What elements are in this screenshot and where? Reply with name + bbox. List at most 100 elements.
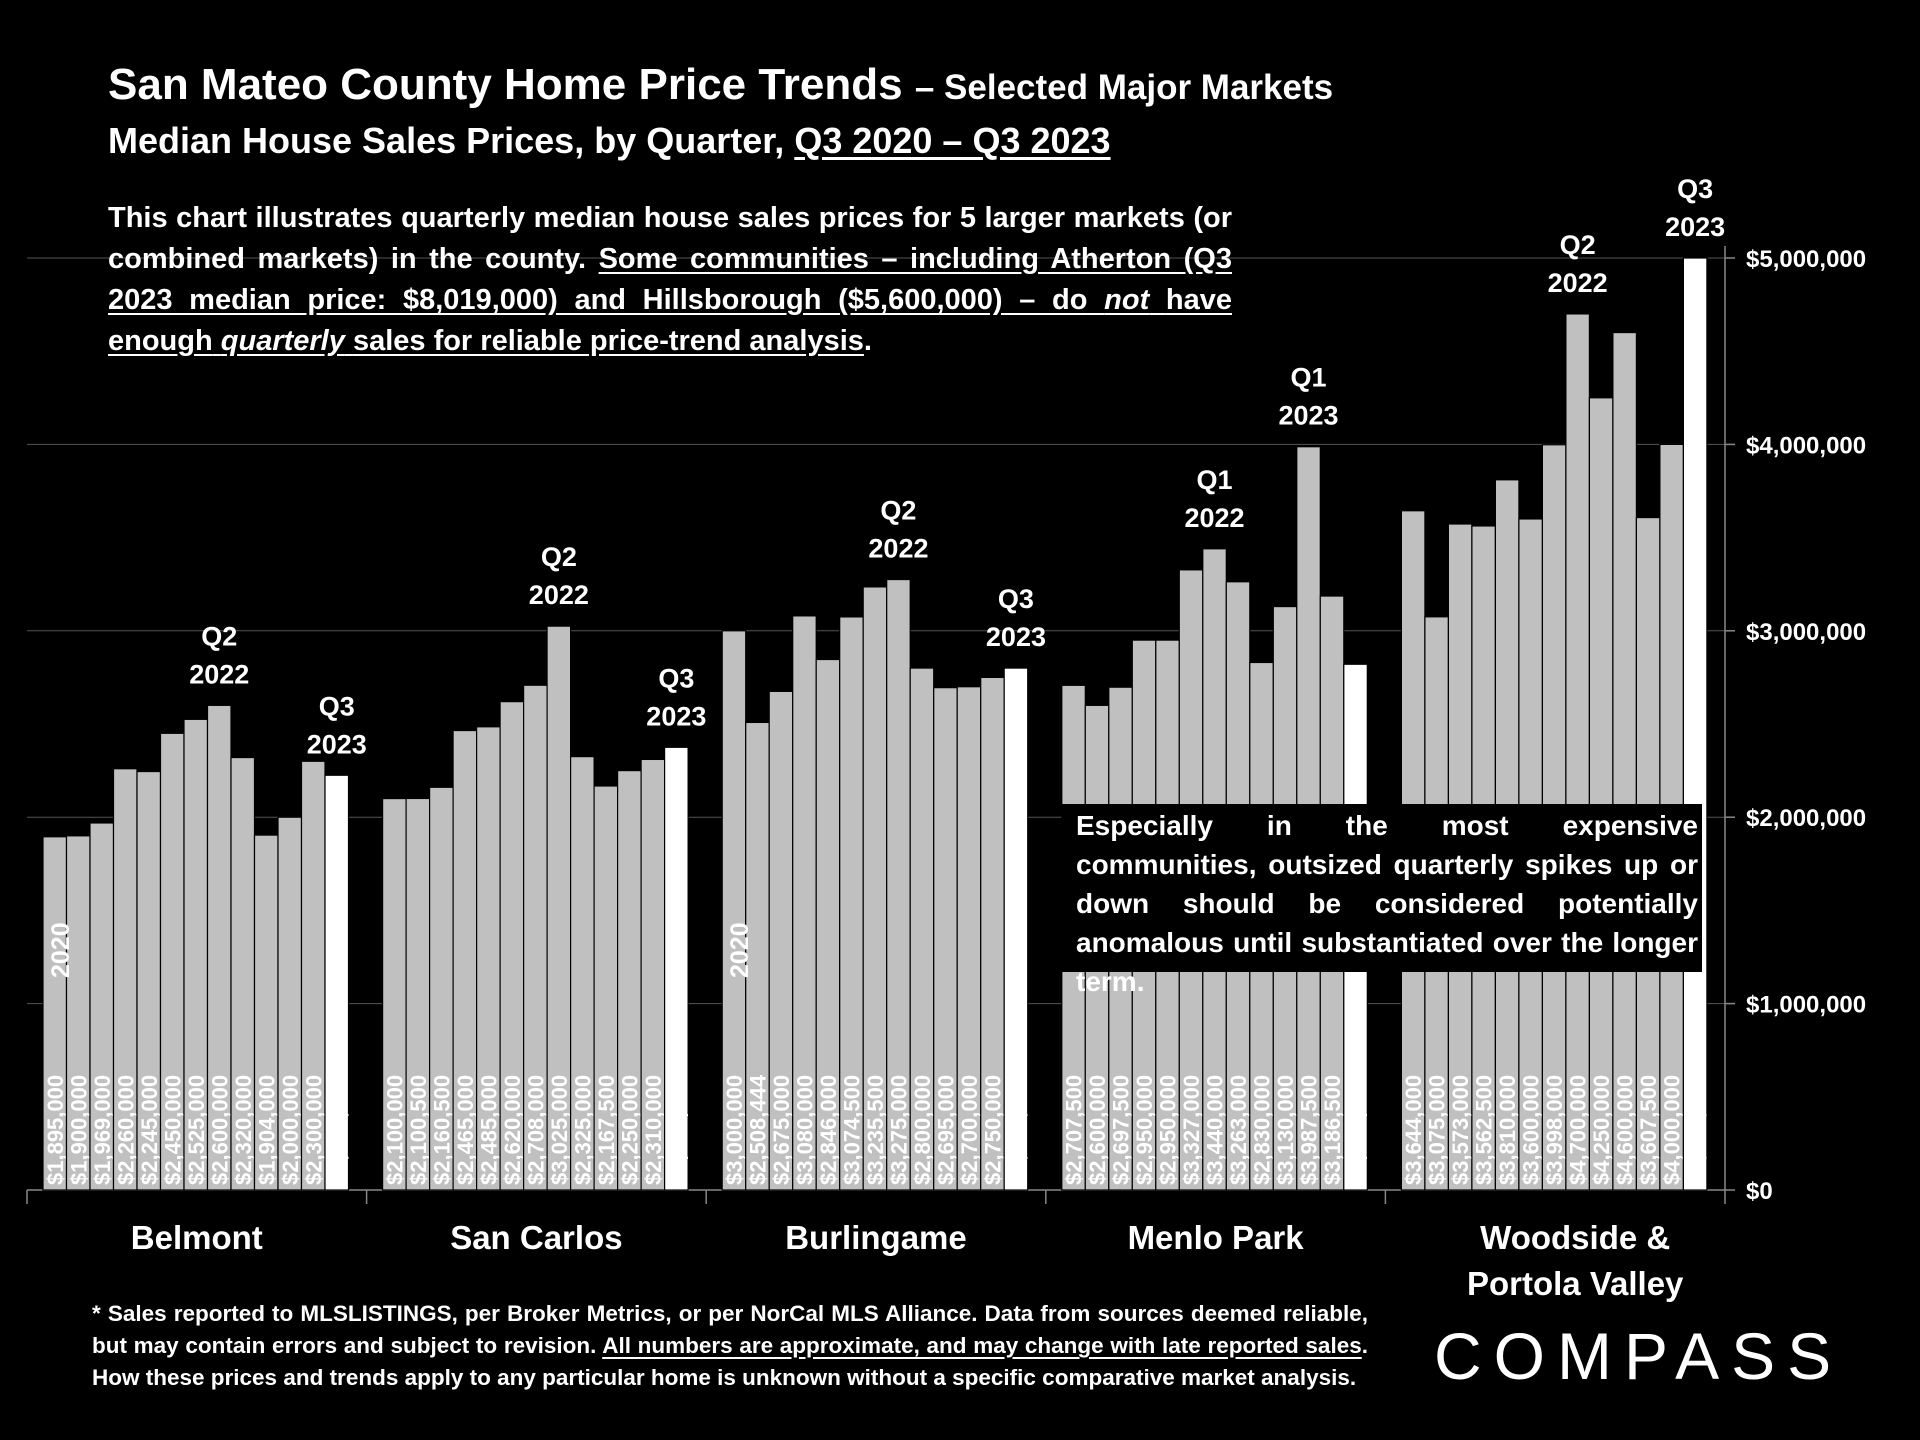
- bar-value-label: $2,225,000: [325, 1075, 350, 1185]
- bar-value-label: $4,250,000: [1589, 1075, 1614, 1185]
- bar-value-label: $2,167,500: [594, 1075, 619, 1185]
- quarter-annotation: 2022: [868, 534, 928, 564]
- quarter-annotation: Q3: [1677, 174, 1713, 204]
- footnote-part3: . How these prices and trends apply to a…: [92, 1333, 1368, 1390]
- bar-value-label: $2,310,000: [641, 1075, 666, 1185]
- bar-value-label: $2,750,000: [980, 1075, 1005, 1185]
- bar-value-label: $2,820,500: [1344, 1075, 1369, 1185]
- bar-value-label: $2,600,000: [1085, 1075, 1110, 1185]
- bar-value-label: $2,700,000: [957, 1075, 982, 1185]
- bar-value-label: $3,000,000: [722, 1075, 747, 1185]
- bar-value-label: $3,080,000: [792, 1075, 817, 1185]
- category-label: Burlingame: [785, 1219, 967, 1256]
- quarter-annotation: 2023: [646, 701, 706, 731]
- bar-value-label: $3,644,000: [1401, 1075, 1426, 1185]
- bar: [1565, 313, 1591, 1191]
- bar-value-label: $1,900,000: [66, 1075, 91, 1185]
- bar-value-label: $3,025,000: [547, 1075, 572, 1185]
- bar: [1682, 257, 1708, 1191]
- bar-value-label: $2,525,000: [184, 1075, 209, 1185]
- bar-value-label: $3,987,500: [1297, 1075, 1322, 1185]
- bar-value-label: $2,485,000: [476, 1075, 501, 1185]
- y-tick-label: $5,000,000: [1746, 246, 1866, 273]
- intro-part4: sales for reliable price-trend analysis: [352, 325, 864, 357]
- bar-value-label: $3,810,000: [1495, 1075, 1520, 1185]
- intro-part3: have enough: [108, 284, 1233, 357]
- bar-value-label: $2,465,000: [453, 1075, 478, 1185]
- quarter-annotation: Q1: [1291, 363, 1327, 393]
- bar-value-label: $2,100,500: [406, 1075, 431, 1185]
- bar-value-label: $4,000,000: [1660, 1075, 1685, 1185]
- bar-value-label: $2,100,000: [382, 1075, 407, 1185]
- bar-value-label: $2,320,000: [231, 1075, 256, 1185]
- bar-value-label: $2,245,000: [137, 1075, 162, 1185]
- intro-underlined: Some communities – including Atherton (Q…: [108, 243, 1232, 357]
- bar-value-label: $1,904,000: [254, 1075, 279, 1185]
- bar-value-label: $3,440,000: [1203, 1075, 1228, 1185]
- bar-value-label: $3,600,000: [1519, 1075, 1544, 1185]
- year-tag-label: 2020: [726, 922, 754, 978]
- page-title: San Mateo County Home Price Trends – Sel…: [108, 60, 1333, 110]
- bar-value-label: $2,260,000: [113, 1075, 138, 1185]
- quarter-annotation: Q3: [998, 584, 1034, 614]
- bar-value-label: $2,450,000: [160, 1075, 185, 1185]
- bar-value-label: $3,263,000: [1226, 1075, 1251, 1185]
- bar-value-label: $1,969,000: [90, 1075, 115, 1185]
- bar-value-label: $1,895,000: [43, 1075, 68, 1185]
- bar-value-label: $2,708,000: [523, 1075, 548, 1185]
- title-sub: – Selected Major Markets: [914, 68, 1334, 107]
- compass-logo: COMPASS: [1434, 1319, 1844, 1393]
- intro-part1: This chart illustrates quarterly median …: [108, 202, 1232, 275]
- bar-value-label: $2,375,000: [664, 1075, 689, 1185]
- bar-value-label: $3,074,500: [839, 1075, 864, 1185]
- bar-value-label: $2,325,000: [570, 1075, 595, 1185]
- bar: [324, 774, 350, 1191]
- category-label: Portola Valley: [1467, 1265, 1684, 1302]
- bar-value-label: $3,327,000: [1179, 1075, 1204, 1185]
- bar: [663, 746, 689, 1191]
- bar-value-label: $2,950,000: [1156, 1075, 1181, 1185]
- quarter-annotation: 2022: [1548, 268, 1608, 298]
- quarter-annotation: Q2: [541, 542, 577, 572]
- bar-value-label: $2,846,000: [816, 1075, 841, 1185]
- quarter-annotation: 2023: [986, 622, 1046, 652]
- subtitle-range: Q3 2020 – Q3 2023: [794, 120, 1111, 161]
- footnote-part1: * Sales reported to MLSLISTINGS, per Bro…: [92, 1301, 1368, 1358]
- quarter-annotation: 2022: [189, 659, 249, 689]
- intro-quarterly: quarterly: [220, 325, 345, 357]
- bar-value-label: $2,000,000: [278, 1075, 303, 1185]
- quarter-annotation: Q3: [319, 691, 355, 721]
- bar-value-label: $3,998,000: [1542, 1075, 1567, 1185]
- bar-value-label: $2,675,000: [769, 1075, 794, 1185]
- bar-value-label: $2,800,000: [910, 1075, 935, 1185]
- bar-value-label: $3,275,000: [886, 1075, 911, 1185]
- quarter-annotation: 2023: [1665, 212, 1725, 242]
- bar-value-label: $3,130,000: [1273, 1075, 1298, 1185]
- intro-not: not: [1104, 284, 1150, 316]
- bar-value-label: $2,707,500: [1062, 1075, 1087, 1185]
- category-label: Woodside &: [1480, 1219, 1670, 1256]
- category-label: San Carlos: [450, 1219, 622, 1256]
- bar: [1588, 397, 1614, 1191]
- bar-value-label: $2,695,000: [933, 1075, 958, 1185]
- footnote-part2: All numbers are approximate, and may cha…: [602, 1333, 1362, 1358]
- quarter-annotation: 2022: [1185, 503, 1245, 533]
- footnote: * Sales reported to MLSLISTINGS, per Bro…: [92, 1298, 1368, 1394]
- bar-value-label: $4,700,000: [1566, 1075, 1591, 1185]
- quarter-annotation: Q2: [201, 621, 237, 651]
- intro-period: .: [863, 325, 872, 357]
- bar-value-label: $2,830,000: [1250, 1075, 1275, 1185]
- bar-value-label: $3,562,500: [1472, 1075, 1497, 1185]
- bar-value-label: $2,300,000: [301, 1075, 326, 1185]
- page-subtitle: Median House Sales Prices, by Quarter, Q…: [108, 120, 1111, 162]
- subtitle-prefix: Median House Sales Prices, by Quarter,: [108, 120, 785, 161]
- bar-value-label: $2,160,500: [429, 1075, 454, 1185]
- y-tick-label: $4,000,000: [1746, 432, 1866, 459]
- y-tick-label: $2,000,000: [1746, 805, 1866, 832]
- bar-value-label: $2,800,000: [1004, 1075, 1029, 1185]
- bar-value-label: $2,697,500: [1109, 1075, 1134, 1185]
- bar-value-label: $2,950,000: [1132, 1075, 1157, 1185]
- bar: [1003, 667, 1029, 1191]
- bar-value-label: $5,000,000: [1683, 1075, 1708, 1185]
- bar-value-label: $2,508,444: [745, 1074, 770, 1185]
